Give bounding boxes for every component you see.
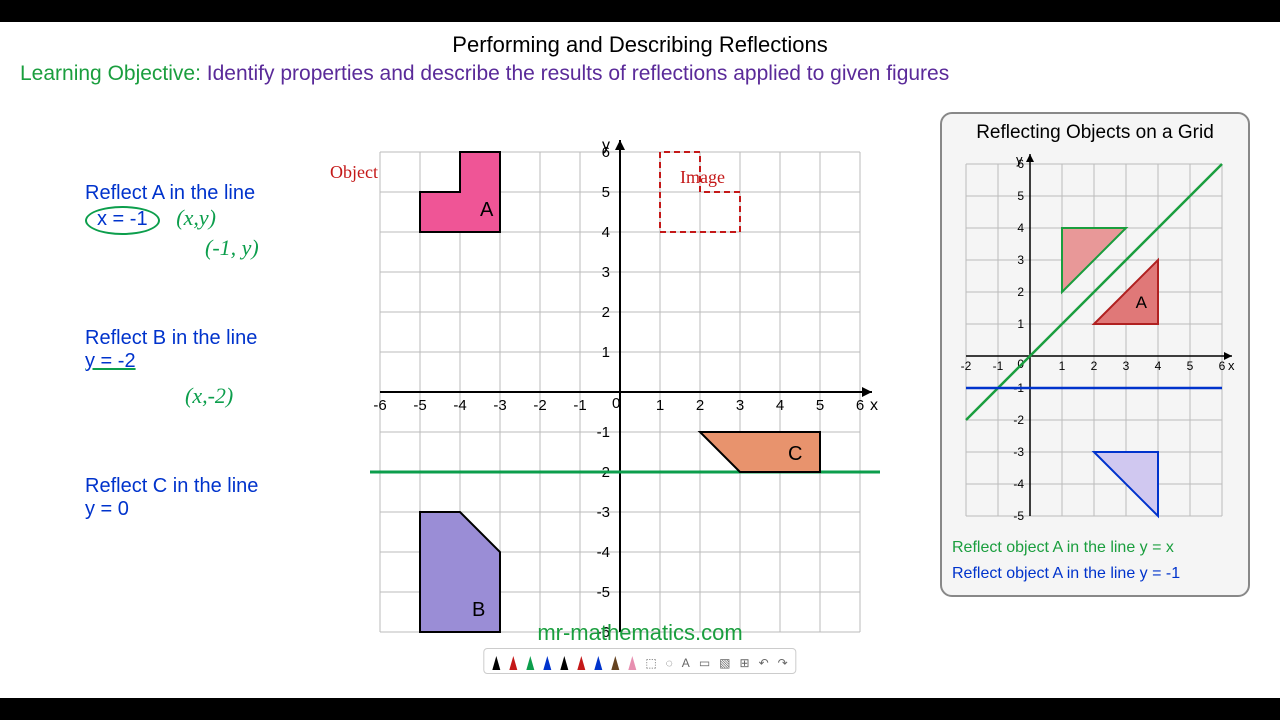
svg-text:-3: -3 [1013,445,1024,459]
svg-text:y: y [1016,152,1023,167]
svg-text:-4: -4 [453,397,466,414]
tool-icon[interactable]: ↷ [778,656,788,670]
tool-icon[interactable]: ⊞ [740,656,750,670]
svg-text:6: 6 [1219,359,1226,373]
main-coordinate-grid: -6-5-4-3-2-1123456-6-5-4-3-2-11234560xyA… [360,132,880,662]
prompt-b-l1: Reflect B in the line [85,327,345,350]
svg-text:0: 0 [612,395,620,412]
pen-tool[interactable] [560,656,568,670]
svg-text:3: 3 [736,397,744,414]
svg-text:B: B [472,599,485,621]
svg-text:-1: -1 [993,359,1004,373]
prompts-column: Reflect A in the line x = -1 (x,y) (-1, … [85,182,345,527]
svg-text:1: 1 [656,397,664,414]
svg-text:5: 5 [816,397,824,414]
pen-toolbar[interactable]: ⬚ ◌ A ▭ ▧ ⊞ ↶ ↷ [483,648,796,674]
svg-text:-4: -4 [597,544,610,561]
svg-text:-1: -1 [597,424,610,441]
svg-text:x: x [1228,358,1235,373]
prompt-c-l2: y = 0 [85,498,345,521]
prompt-b-l2: y = -2 [85,350,136,373]
svg-text:-4: -4 [1013,477,1024,491]
learning-label: Learning Objective: [20,62,201,85]
prompt-c: Reflect C in the line y = 0 [85,475,345,521]
prompt-a-l1: Reflect A in the line [85,182,345,205]
svg-text:-2: -2 [1013,413,1024,427]
svg-text:-1: -1 [573,397,586,414]
tool-icon[interactable]: ◌ [666,656,673,670]
pen-tool[interactable] [526,656,534,670]
prompt-b: Reflect B in the line y = -2 (x,-2) [85,327,345,409]
svg-text:4: 4 [602,224,610,241]
svg-text:3: 3 [1123,359,1130,373]
tool-icon[interactable]: ▭ [699,656,710,670]
svg-text:3: 3 [1017,253,1024,267]
svg-text:-5: -5 [413,397,426,414]
svg-text:6: 6 [856,397,864,414]
svg-text:A: A [480,199,494,221]
svg-text:5: 5 [1187,359,1194,373]
learning-objective: Learning Objective: Identify properties … [20,62,1260,86]
svg-text:-6: -6 [373,397,386,414]
svg-text:A: A [1136,293,1148,312]
pen-tool[interactable] [492,656,500,670]
prompt-a-note1: (x,y) [176,205,216,230]
sidebar-prompt-1: Reflect object A in the line y = x [952,539,1238,557]
svg-text:4: 4 [1155,359,1162,373]
svg-text:1: 1 [1059,359,1066,373]
svg-text:2: 2 [1091,359,1098,373]
svg-text:-3: -3 [493,397,506,414]
svg-text:2: 2 [1017,285,1024,299]
pen-tool[interactable] [594,656,602,670]
svg-text:C: C [788,443,802,465]
sidebar-title: Reflecting Objects on a Grid [952,122,1238,144]
prompt-a-note2: (-1, y) [205,235,345,261]
tool-icon[interactable]: ↶ [759,656,769,670]
objective-text: Identify properties and describe the res… [207,62,949,85]
svg-text:-2: -2 [533,397,546,414]
svg-text:4: 4 [776,397,784,414]
sidebar-grid: -2-1123456-5-4-3-2-11234560xyA [952,146,1242,526]
sidebar-prompt-2: Reflect object A in the line y = -1 [952,565,1238,583]
pen-tool[interactable] [543,656,551,670]
svg-text:-2: -2 [961,359,972,373]
svg-text:4: 4 [1017,221,1024,235]
pen-tool[interactable] [577,656,585,670]
pen-tool[interactable] [509,656,517,670]
svg-text:1: 1 [1017,317,1024,331]
tool-icon[interactable]: ▧ [719,656,730,670]
prompt-c-l1: Reflect C in the line [85,475,345,498]
footer-url: mr-mathematics.com [0,620,1280,646]
svg-text:x: x [870,397,878,414]
svg-text:2: 2 [602,304,610,321]
tool-icon[interactable]: ⬚ [645,656,656,670]
svg-text:-5: -5 [597,584,610,601]
svg-text:-5: -5 [1013,509,1024,523]
prompt-a-l2: x = -1 [85,206,160,235]
svg-text:1: 1 [602,344,610,361]
pen-tool[interactable] [611,656,619,670]
svg-text:-3: -3 [597,504,610,521]
prompt-a: Reflect A in the line x = -1 (x,y) (-1, … [85,182,345,261]
svg-text:3: 3 [602,264,610,281]
svg-text:5: 5 [1017,189,1024,203]
svg-text:2: 2 [696,397,704,414]
svg-text:y: y [602,137,610,154]
svg-text:5: 5 [602,184,610,201]
pen-tool[interactable] [628,656,636,670]
page-title: Performing and Describing Reflections [20,32,1260,58]
prompt-b-note1: (x,-2) [185,383,345,409]
sidebar-panel: Reflecting Objects on a Grid -2 -1 1 2 3 4 5 6 -… [940,112,1250,597]
tool-icon[interactable]: A [682,656,690,670]
